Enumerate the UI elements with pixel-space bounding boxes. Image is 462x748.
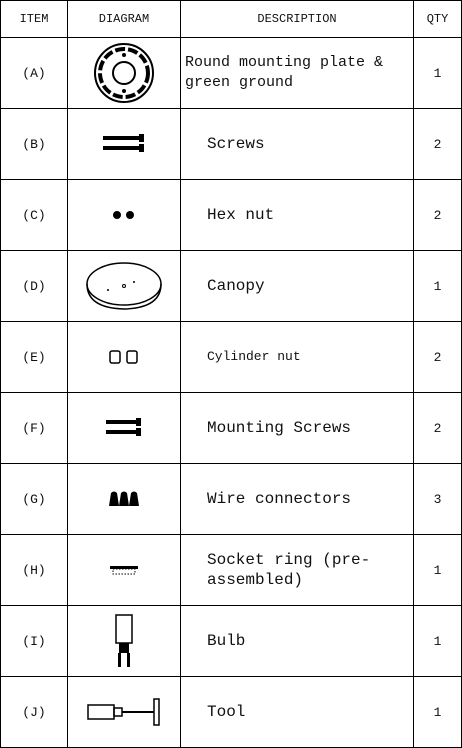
wire-connectors-icon <box>109 491 139 506</box>
diagram <box>67 179 181 251</box>
item: (B) <box>0 108 68 180</box>
diagram <box>67 37 181 109</box>
item: (F) <box>0 392 68 464</box>
row: (G) Wire connectors 3 <box>0 463 462 535</box>
cylinder-nut-icon <box>109 350 138 364</box>
qty: 2 <box>413 108 462 180</box>
description: Bulb <box>180 605 414 677</box>
item: (H) <box>0 534 68 606</box>
mounting-screws-icon <box>106 418 141 436</box>
row: (F) Mounting Screws 2 <box>0 392 462 464</box>
diagram <box>67 321 181 393</box>
hex-nut-icon <box>113 211 134 219</box>
qty: 1 <box>413 534 462 606</box>
header-cell: QTY <box>413 0 462 38</box>
header-row: ITEM DIAGRAM DESCRIPTION QTY <box>0 0 462 38</box>
screws-icon <box>103 134 144 152</box>
item: (E) <box>0 321 68 393</box>
diagram <box>67 250 181 322</box>
description: Cylinder nut <box>180 321 414 393</box>
description: Canopy <box>180 250 414 322</box>
qty: 1 <box>413 37 462 109</box>
item: (C) <box>0 179 68 251</box>
row: (H) Socket ring (pre-assembled) 1 <box>0 534 462 606</box>
row: (I) Bulb 1 <box>0 605 462 677</box>
item: (A) <box>0 37 68 109</box>
socket-ring-icon <box>110 566 138 575</box>
bulb-icon <box>115 614 133 667</box>
item: (D) <box>0 250 68 322</box>
item: (G) <box>0 463 68 535</box>
description: Round mounting plate & green ground <box>180 37 414 109</box>
tool-icon <box>87 698 160 726</box>
row: (A) Round mounting plate & green ground … <box>0 37 462 109</box>
header-cell: DIAGRAM <box>67 0 181 38</box>
plate-icon <box>94 43 154 103</box>
qty: 2 <box>413 392 462 464</box>
qty: 3 <box>413 463 462 535</box>
diagram <box>67 108 181 180</box>
row: (B) Screws 2 <box>0 108 462 180</box>
qty: 1 <box>413 676 462 748</box>
diagram <box>67 392 181 464</box>
description: Wire connectors <box>180 463 414 535</box>
diagram <box>67 676 181 748</box>
row: (E) Cylinder nut 2 <box>0 321 462 393</box>
diagram <box>67 605 181 677</box>
qty: 2 <box>413 321 462 393</box>
header-cell: DESCRIPTION <box>180 0 414 38</box>
row: (C) Hex nut 2 <box>0 179 462 251</box>
diagram <box>67 534 181 606</box>
item: (J) <box>0 676 68 748</box>
description: Mounting Screws <box>180 392 414 464</box>
description: Tool <box>180 676 414 748</box>
description: Screws <box>180 108 414 180</box>
qty: 1 <box>413 605 462 677</box>
row: (J) Tool 1 <box>0 676 462 748</box>
qty: 2 <box>413 179 462 251</box>
canopy-icon <box>86 262 162 310</box>
description: Hex nut <box>180 179 414 251</box>
qty: 1 <box>413 250 462 322</box>
row: (D) Canopy 1 <box>0 250 462 322</box>
header-cell: ITEM <box>0 0 68 38</box>
item: (I) <box>0 605 68 677</box>
description: Socket ring (pre-assembled) <box>180 534 414 606</box>
diagram <box>67 463 181 535</box>
